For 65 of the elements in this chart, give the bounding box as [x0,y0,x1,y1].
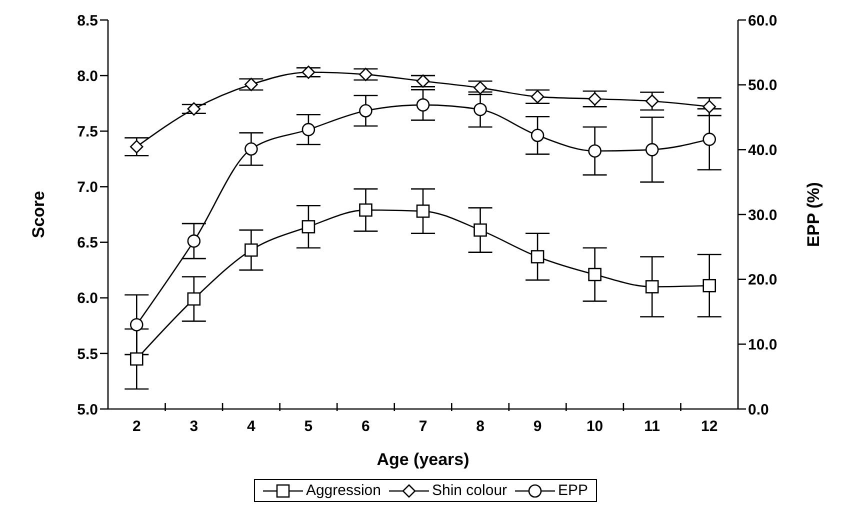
y-tick-label: 6.0 [77,290,98,308]
x-tick-label: 2 [132,418,141,435]
y-axis-title: Score [29,190,48,238]
point [474,223,487,237]
x-tick-label: 11 [644,418,660,435]
x-tick-label: 6 [362,418,370,435]
point [702,132,716,146]
y2-tick-label: 60.0 [748,12,778,30]
point [416,74,430,88]
point [416,98,430,112]
point [359,203,372,217]
point [530,90,544,104]
x-tick-label: 12 [701,418,718,435]
y-tick-label: 7.5 [77,123,98,140]
x-tick-label: 3 [190,418,198,435]
point [702,100,716,114]
point [187,292,201,306]
point [130,352,144,366]
point [645,143,659,156]
y2-tick-label: 50.0 [748,77,778,94]
x-tick-label: 4 [247,418,256,435]
y2-tick-label: 20.0 [748,272,778,289]
point [588,92,602,106]
point [702,278,716,292]
y-tick-label: 7.0 [77,179,98,196]
x-tick-label: 9 [533,418,542,435]
point [130,140,144,154]
point [474,81,487,94]
y-tick-label: 6.5 [77,234,98,252]
x-tick-label: 10 [586,418,604,435]
point [244,243,258,257]
legend-label: EPP [558,482,588,499]
point [244,142,258,156]
point [530,128,544,142]
point [302,122,316,136]
point [187,234,201,248]
y2-axis-title: EPP (%) [804,182,824,247]
point [244,78,258,92]
y2-tick-label: 10.0 [748,336,778,354]
y2-tick-label: 30.0 [748,206,778,224]
y-tick-label: 5.5 [77,346,98,363]
point [588,268,602,282]
point [302,220,316,234]
x-tick-label: 7 [418,418,428,435]
y-tick-label: 5.0 [77,401,98,418]
point [187,102,201,116]
y-tick-label: 8.0 [77,68,98,85]
point [588,144,602,158]
point [416,204,430,218]
point [474,102,487,116]
point [359,68,372,82]
point [530,250,544,264]
y2-tick-label: 0.0 [748,401,769,418]
point [645,280,659,294]
y2-tick-label: 40.0 [748,142,778,159]
x-axis-title: Age (years) [376,450,470,469]
legend-label: Shin colour [432,482,508,499]
legend-label: Aggression [306,482,381,499]
point [359,104,372,118]
point [130,318,144,332]
x-tick-label: 8 [476,418,484,435]
x-tick-label: 5 [304,418,313,435]
point [302,66,316,79]
y-tick-label: 8.5 [77,12,98,30]
point [645,94,659,108]
